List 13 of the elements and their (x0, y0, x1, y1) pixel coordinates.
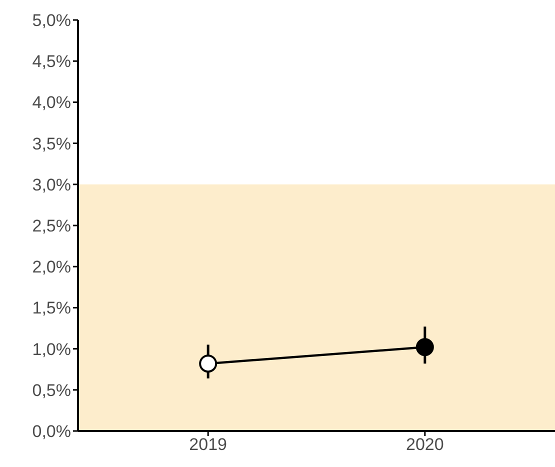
y-tick-label: 1,0% (32, 340, 71, 359)
y-tick-label: 4,0% (32, 93, 71, 112)
x-tick-label: 2019 (189, 435, 228, 454)
y-tick-label: 0,5% (32, 380, 71, 400)
y-tick-label: 1,5% (32, 298, 71, 318)
y-tick-label: 2,0% (32, 258, 71, 277)
y-tick-label: 2,5% (32, 216, 71, 236)
y-tick-label: 0,0% (32, 422, 71, 442)
y-tick-label: 3,5% (32, 134, 71, 154)
y-tick-label: 5,0% (32, 11, 71, 30)
x-tick-label: 2020 (406, 435, 444, 454)
y-tick-label: 3,0% (32, 175, 71, 194)
y-tick-label: 4,5% (32, 52, 71, 72)
